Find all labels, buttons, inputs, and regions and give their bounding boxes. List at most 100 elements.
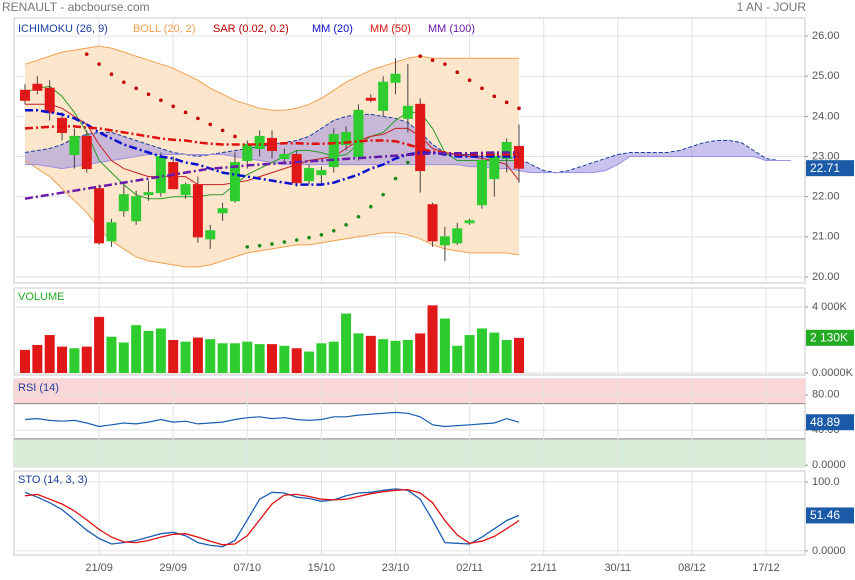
volume-bar: [464, 335, 475, 374]
sar-dot: [245, 245, 250, 249]
sar-dot: [480, 86, 484, 91]
candle-body: [143, 192, 154, 196]
x-tick-label: 21/09: [85, 562, 113, 574]
candle-body: [489, 156, 500, 180]
sar-dot: [319, 233, 324, 237]
volume-bar: [415, 333, 426, 374]
y-tick-label: 4 000K: [812, 301, 848, 313]
volume-bar: [279, 345, 290, 374]
candle-body: [242, 143, 253, 162]
x-tick-label: 07/10: [234, 562, 262, 574]
candle-body: [402, 105, 413, 119]
panel-title: VOLUME: [18, 291, 64, 303]
y-tick-label: 26.00: [812, 30, 840, 42]
candle-body: [192, 184, 203, 238]
volume-bar: [94, 316, 105, 374]
y-tick-label: 22.00: [812, 191, 840, 203]
sar-dot: [171, 104, 175, 109]
moving-average: [24, 151, 519, 200]
candle-body: [32, 83, 43, 91]
y-tick-label: 21.00: [812, 231, 840, 243]
legend-entry: BOLL (20, 2): [133, 23, 196, 35]
candle-body: [427, 204, 438, 242]
sar-dot: [84, 52, 89, 56]
x-tick-label: 02/11: [456, 562, 483, 574]
candle-body: [254, 135, 265, 149]
x-tick-label: 17/12: [752, 562, 780, 574]
legend-entry: MM (20): [312, 23, 353, 35]
sar-dot: [294, 238, 299, 242]
volume-bar: [155, 328, 166, 374]
price-value-box-bg: [806, 160, 854, 177]
x-tick-label: 30/11: [604, 562, 631, 574]
y-tick-label: 24.00: [812, 110, 840, 122]
x-tick-label: 21/11: [530, 562, 557, 574]
volume-bar: [217, 343, 228, 374]
sar-dot: [344, 222, 348, 227]
y-tick-label: 0.0000: [812, 459, 846, 471]
y-tick-label: 20.00: [812, 271, 840, 283]
volume-bar: [205, 339, 216, 374]
volume-bar: [341, 313, 352, 374]
volume-bar: [304, 351, 315, 374]
candle-body: [229, 162, 240, 202]
candle-body: [415, 103, 426, 172]
volume-bar: [489, 332, 500, 374]
candle-body: [180, 184, 191, 196]
sto-line: [24, 488, 520, 548]
sar-dot: [381, 192, 385, 197]
sar-dot: [257, 243, 262, 248]
candle-body: [69, 135, 80, 156]
sar-dot: [443, 62, 447, 66]
candle-body: [316, 170, 327, 176]
sar-dot: [455, 70, 460, 75]
price-value-box: 22.71: [810, 161, 840, 175]
candle-body: [205, 230, 216, 240]
volume-bar: [57, 346, 68, 374]
bollinger-upper: [24, 45, 519, 111]
rsi-value-box: 48.89: [810, 415, 840, 429]
sar-dot: [517, 106, 521, 111]
candle-body: [341, 131, 352, 145]
overbought-zone: [14, 379, 805, 404]
candle-body: [20, 89, 30, 101]
sto-value-box: 51.46: [810, 508, 840, 522]
volume-bar: [439, 318, 450, 374]
rsi-line: [24, 411, 520, 428]
y-tick-label: 25.00: [812, 70, 840, 82]
sar-dot: [492, 94, 497, 99]
volume-bar: [32, 344, 43, 374]
sar-dot: [467, 78, 472, 83]
volume-bar: [242, 341, 253, 374]
volume-bar: [81, 346, 92, 374]
candle-body: [217, 208, 228, 214]
volume-bar: [353, 333, 364, 374]
candle-body: [44, 87, 55, 113]
sar-dot: [430, 58, 435, 62]
y-tick-label: 23.00: [812, 150, 840, 162]
sar-dot: [196, 116, 200, 121]
volume-bar: [143, 330, 154, 374]
sar-dot: [183, 110, 188, 115]
candle-body: [365, 97, 376, 101]
candle-body: [291, 154, 302, 184]
legend-entry: MM (100): [428, 23, 475, 35]
volume-bar: [291, 348, 302, 374]
candle-body: [279, 154, 290, 160]
legend-entry: SAR (0.02, 0.2): [213, 23, 289, 35]
volume-bar: [427, 305, 438, 374]
volume-bar: [118, 342, 129, 374]
candle-body: [464, 220, 475, 224]
panel-title: STO (14, 3, 3): [18, 474, 88, 486]
volume-bar: [180, 341, 191, 374]
candle-body: [94, 188, 105, 244]
moving-average: [25, 109, 519, 186]
oversold-zone: [14, 438, 805, 467]
x-tick-label: 08/12: [678, 562, 706, 574]
sar-dot: [109, 72, 114, 77]
volume-bar: [131, 325, 142, 374]
sar-dot: [122, 80, 126, 85]
volume-value-box-bg: [806, 329, 854, 346]
candle-body: [118, 194, 129, 212]
